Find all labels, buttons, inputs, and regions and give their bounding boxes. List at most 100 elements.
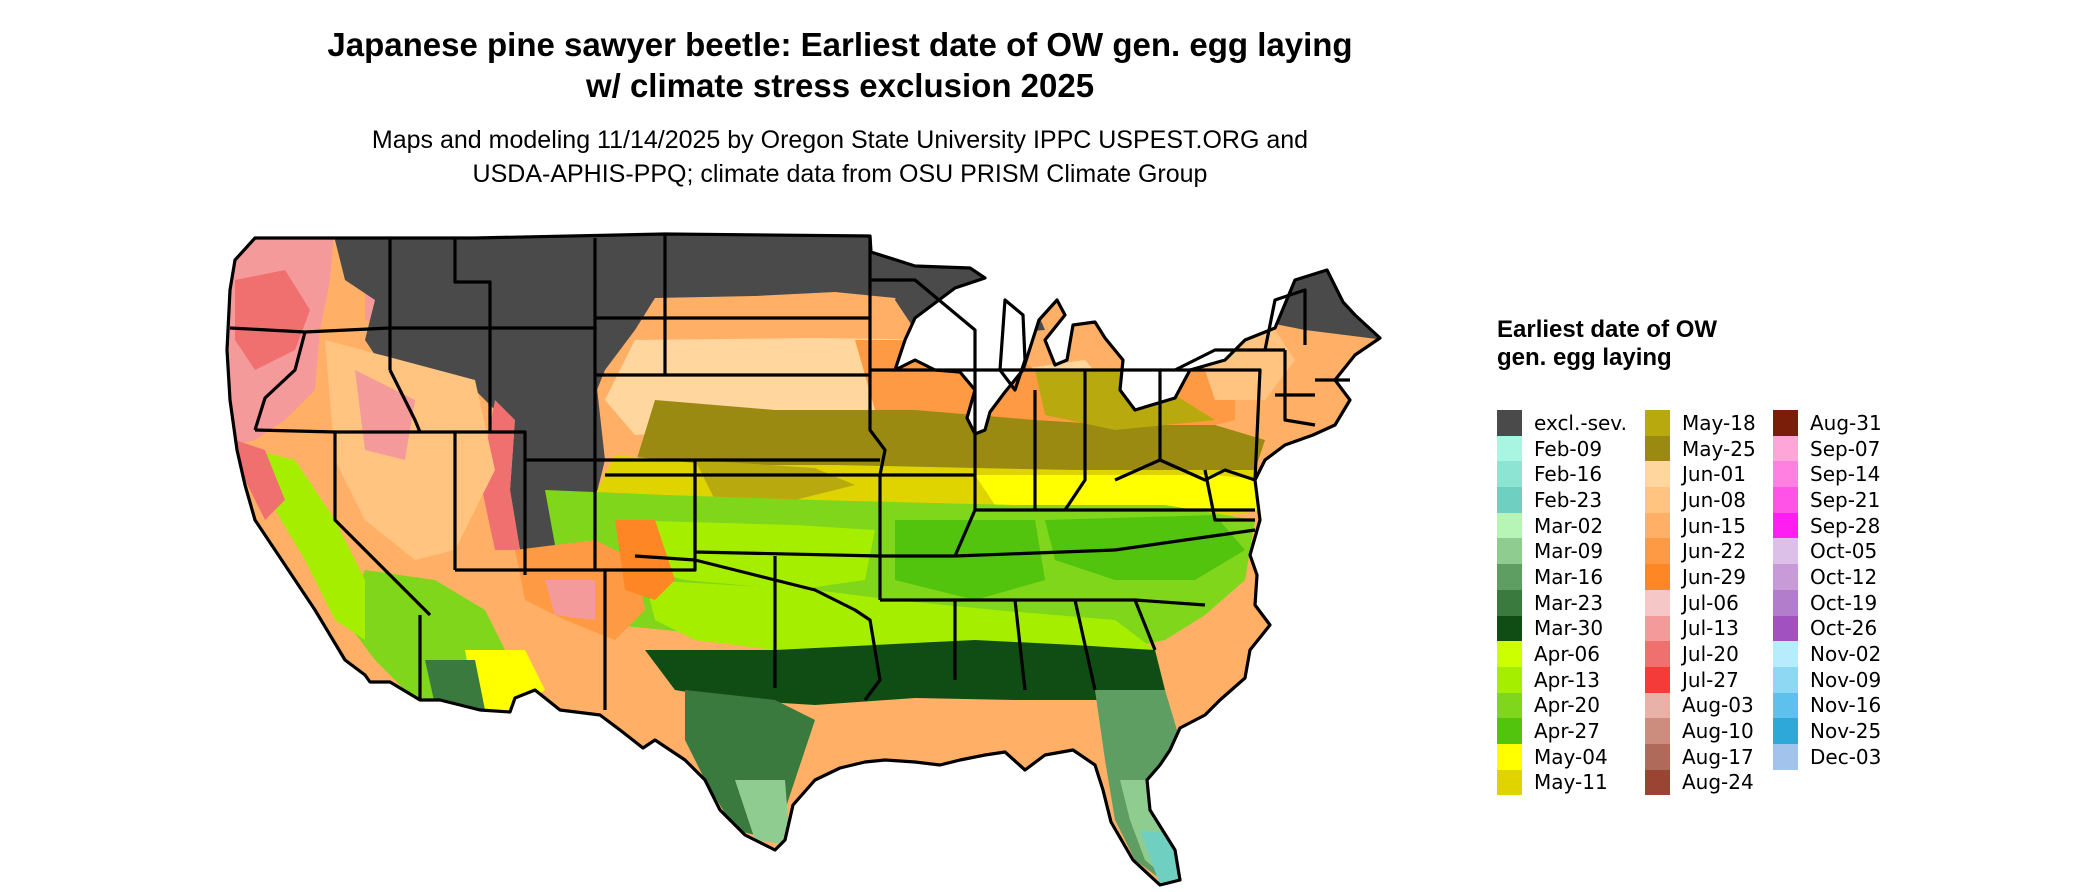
legend-swatch xyxy=(1645,435,1670,462)
legend-label: Jun-29 xyxy=(1682,564,1746,589)
legend-swatch xyxy=(1645,743,1670,770)
legend-item: Sep-07 xyxy=(1773,435,1893,462)
legend-item: May-04 xyxy=(1497,743,1645,770)
legend-label: Aug-03 xyxy=(1682,693,1754,718)
legend-swatch xyxy=(1773,692,1798,719)
us-map xyxy=(225,232,1382,887)
legend-label: May-04 xyxy=(1534,744,1608,769)
legend-item: May-11 xyxy=(1497,769,1645,796)
legend-swatch xyxy=(1773,564,1798,590)
legend-item: Apr-27 xyxy=(1497,718,1645,744)
legend-item: Jul-13 xyxy=(1645,615,1773,642)
legend-label: Jun-08 xyxy=(1682,487,1746,512)
legend-swatch xyxy=(1773,487,1798,513)
legend-item: Apr-06 xyxy=(1497,641,1645,667)
legend-item: Mar-23 xyxy=(1497,589,1645,616)
legend-label: May-18 xyxy=(1682,410,1756,435)
legend-swatch xyxy=(1497,743,1522,770)
legend-swatch xyxy=(1497,512,1522,539)
subtitle-line-2: USDA-APHIS-PPQ; climate data from OSU PR… xyxy=(472,160,1208,188)
legend-swatch xyxy=(1497,435,1522,462)
legend-label: Apr-20 xyxy=(1534,693,1600,718)
legend-item: excl.-sev. xyxy=(1497,410,1645,436)
legend-swatch xyxy=(1773,410,1798,436)
legend-swatch xyxy=(1497,666,1522,693)
legend-label: Mar-16 xyxy=(1534,564,1604,589)
legend-label: Feb-09 xyxy=(1534,436,1603,461)
legend-swatch xyxy=(1497,769,1522,796)
legend-item: Oct-26 xyxy=(1773,615,1893,642)
legend-swatch xyxy=(1773,718,1798,744)
legend-label: Aug-10 xyxy=(1682,719,1754,744)
legend-item: Jul-06 xyxy=(1645,589,1773,616)
legend-item: Jul-27 xyxy=(1645,666,1773,693)
legend-label: Oct-12 xyxy=(1810,564,1878,589)
legend-label: Nov-16 xyxy=(1810,693,1882,718)
map-title: Japanese pine sawyer beetle: Earliest da… xyxy=(0,24,1680,106)
subtitle-line-1: Maps and modeling 11/14/2025 by Oregon S… xyxy=(371,126,1309,154)
title-line-1: Japanese pine sawyer beetle: Earliest da… xyxy=(327,26,1353,63)
legend-item: Mar-16 xyxy=(1497,564,1645,590)
legend-swatch xyxy=(1645,564,1670,590)
state-borders xyxy=(225,232,1382,887)
legend-item: Nov-02 xyxy=(1773,641,1893,667)
legend-label: Feb-16 xyxy=(1534,462,1603,487)
legend-swatch xyxy=(1497,692,1522,719)
legend-label: Oct-19 xyxy=(1810,590,1878,615)
legend-item: Jun-22 xyxy=(1645,538,1773,565)
legend-swatch xyxy=(1497,538,1522,565)
legend-swatch xyxy=(1773,666,1798,693)
legend-label: Mar-02 xyxy=(1534,513,1604,538)
legend-swatch xyxy=(1497,718,1522,744)
legend-swatch xyxy=(1497,461,1522,488)
legend-label: Apr-27 xyxy=(1534,719,1600,744)
legend-swatch xyxy=(1497,589,1522,616)
legend-label: Jul-13 xyxy=(1682,616,1739,641)
legend-item: Aug-24 xyxy=(1645,769,1773,796)
legend-item: Oct-05 xyxy=(1773,538,1893,565)
legend-label: Nov-25 xyxy=(1810,719,1882,744)
legend-label: Mar-23 xyxy=(1534,590,1604,615)
legend-label: Jul-06 xyxy=(1682,590,1739,615)
legend-swatch xyxy=(1773,461,1798,488)
legend-swatch xyxy=(1497,615,1522,642)
legend-label: Apr-06 xyxy=(1534,642,1600,667)
legend-swatch xyxy=(1773,538,1798,565)
legend-label: Aug-17 xyxy=(1682,744,1754,769)
legend-item: Mar-02 xyxy=(1497,512,1645,539)
legend-label: Nov-02 xyxy=(1810,642,1882,667)
map-subtitle: Maps and modeling 11/14/2025 by Oregon S… xyxy=(0,123,1680,191)
legend-label: Apr-13 xyxy=(1534,667,1600,692)
legend-item: Jul-20 xyxy=(1645,641,1773,667)
legend-item: Oct-19 xyxy=(1773,589,1893,616)
legend-item: Sep-21 xyxy=(1773,487,1893,513)
legend-item: Aug-31 xyxy=(1773,410,1893,436)
legend-label: Nov-09 xyxy=(1810,667,1882,692)
legend-item: Nov-25 xyxy=(1773,718,1893,744)
legend-label: Sep-21 xyxy=(1810,487,1881,512)
legend-swatch xyxy=(1645,410,1670,436)
legend-swatch xyxy=(1645,692,1670,719)
legend-title: Earliest date of OW gen. egg laying xyxy=(1497,316,1718,371)
legend-label: Oct-26 xyxy=(1810,616,1878,641)
legend-item: Nov-16 xyxy=(1773,692,1893,719)
legend-label: Feb-23 xyxy=(1534,487,1603,512)
legend-item: May-18 xyxy=(1645,410,1773,436)
legend-label: Jun-22 xyxy=(1682,539,1746,564)
legend-swatch xyxy=(1645,589,1670,616)
legend-item: Feb-16 xyxy=(1497,461,1645,488)
legend-label: May-25 xyxy=(1682,436,1756,461)
legend-swatch xyxy=(1497,641,1522,667)
legend-column: May-18 May-25 Jun-01 Jun-08 Jun-15 Jun-22 Jun-… xyxy=(1645,410,1773,796)
legend-label: excl.-sev. xyxy=(1534,410,1627,435)
legend-item: Sep-28 xyxy=(1773,512,1893,539)
legend-item: Oct-12 xyxy=(1773,564,1893,590)
legend-item: Nov-09 xyxy=(1773,666,1893,693)
legend-label: Aug-31 xyxy=(1810,410,1882,435)
legend-item: Dec-03 xyxy=(1773,743,1893,770)
title-line-2: w/ climate stress exclusion 2025 xyxy=(585,67,1095,104)
legend-label: Mar-09 xyxy=(1534,539,1604,564)
legend-item: Jun-01 xyxy=(1645,461,1773,488)
legend-label: May-11 xyxy=(1534,770,1608,795)
legend-item: Jun-29 xyxy=(1645,564,1773,590)
